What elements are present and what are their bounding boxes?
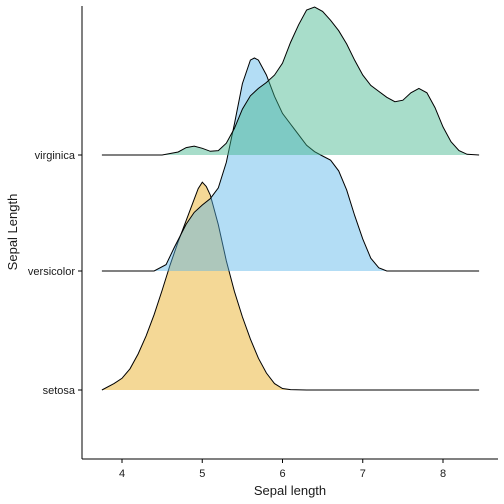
density-line-versicolor <box>101 57 480 272</box>
y-axis-ticks: setosa versicolor virginica <box>28 150 82 397</box>
y-tick-label-setosa: setosa <box>43 385 76 397</box>
y-tick-label-virginica: virginica <box>35 150 76 162</box>
y-axis-title: Sepal Length <box>5 194 20 271</box>
density-line-setosa <box>101 181 480 391</box>
density-line-virginica <box>101 6 480 156</box>
density-area-setosa <box>101 182 480 390</box>
x-tick-label-4: 4 <box>119 468 125 480</box>
x-tick-label-8: 8 <box>440 468 446 480</box>
density-ridges <box>101 6 480 391</box>
density-area-versicolor <box>101 58 480 271</box>
y-tick-label-versicolor: versicolor <box>28 266 75 278</box>
x-axis-ticks: 4 5 6 7 8 <box>119 459 446 480</box>
x-tick-label-7: 7 <box>360 468 366 480</box>
x-tick-label-6: 6 <box>279 468 285 480</box>
x-tick-label-5: 5 <box>199 468 205 480</box>
density-area-virginica <box>101 7 480 155</box>
x-axis-title: Sepal length <box>254 483 326 498</box>
